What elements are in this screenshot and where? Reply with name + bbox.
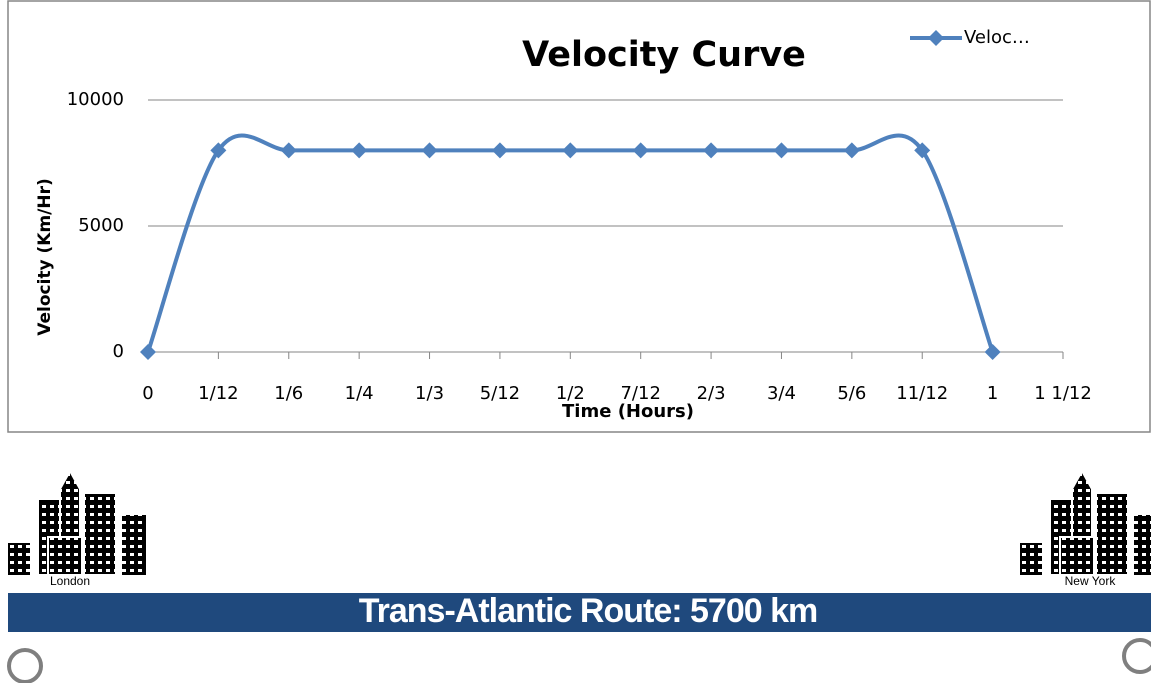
y-axis-title: Velocity (Km/Hr) xyxy=(35,178,55,336)
x-tick-label: 1/2 xyxy=(556,383,585,404)
x-tick-label: 1/12 xyxy=(198,383,238,404)
route-title: Trans-Atlantic Route: 5700 km xyxy=(359,592,817,630)
london-skyline xyxy=(8,471,146,575)
corner-circle xyxy=(9,650,41,682)
end-city: New York xyxy=(1065,574,1117,588)
x-tick-label: 7/12 xyxy=(620,383,660,404)
x-axis-title: Time (Hours) xyxy=(562,401,694,422)
y-tick-label: 0 xyxy=(113,341,124,362)
x-tick-label: 11/12 xyxy=(896,383,948,404)
chart-title: Velocity Curve xyxy=(522,35,806,75)
newyork-skyline xyxy=(1020,471,1151,575)
page: Velocity Curve Velocity (Km/Hr) Time (Ho… xyxy=(0,0,1151,683)
x-tick-label: 1/3 xyxy=(415,383,444,404)
corner-circle xyxy=(1124,640,1151,672)
x-tick-label: 3/4 xyxy=(767,383,796,404)
x-tick-label: 1 xyxy=(987,383,998,404)
x-tick-label: 1 1/12 xyxy=(1034,383,1092,404)
x-tick-label: 0 xyxy=(142,383,153,404)
y-tick-label: 10000 xyxy=(67,89,124,110)
y-tick-label: 5000 xyxy=(78,215,124,236)
legend-label: Veloc… xyxy=(964,27,1030,48)
x-tick-label: 1/6 xyxy=(274,383,303,404)
x-tick-label: 1/4 xyxy=(345,383,374,404)
start-city: London xyxy=(50,574,90,588)
x-tick-label: 2/3 xyxy=(697,383,726,404)
x-tick-label: 5/6 xyxy=(837,383,866,404)
x-tick-label: 5/12 xyxy=(480,383,520,404)
